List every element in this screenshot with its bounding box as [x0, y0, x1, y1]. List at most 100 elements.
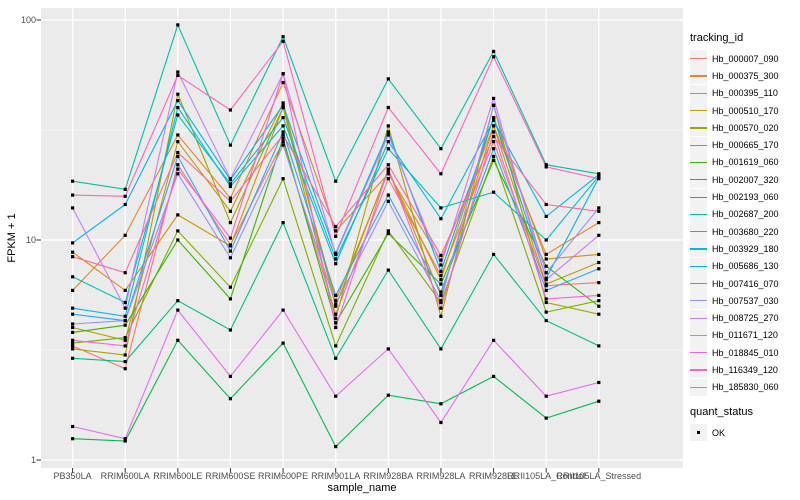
data-point: [386, 347, 390, 351]
data-point: [597, 209, 601, 213]
data-point: [281, 130, 285, 134]
data-point: [176, 172, 180, 176]
legend-item-label: Hb_011671_120: [712, 330, 778, 341]
legend-key-swatch: [690, 378, 707, 396]
data-point: [544, 394, 548, 398]
data-point: [492, 116, 496, 120]
data-point: [71, 193, 75, 197]
data-point: [281, 101, 285, 105]
legend-key-swatch: [690, 326, 707, 344]
data-point: [123, 233, 127, 237]
legend-key-line: [690, 300, 707, 302]
data-point: [281, 116, 285, 120]
data-point: [492, 124, 496, 128]
data-point: [544, 278, 548, 282]
data-point: [176, 154, 180, 158]
data-point: [228, 209, 232, 213]
data-point: [597, 177, 601, 181]
quant-legend-items: OK: [690, 424, 800, 442]
data-point: [281, 103, 285, 107]
data-point: [386, 167, 390, 171]
legend-key-line: [690, 213, 707, 215]
data-point: [492, 154, 496, 158]
legend-key-swatch: [690, 188, 707, 206]
data-point: [597, 206, 601, 210]
legend-key-swatch: [690, 361, 707, 379]
x-tick-label: RRIM600LA: [100, 471, 150, 481]
data-point: [228, 297, 232, 301]
data-point: [439, 278, 443, 282]
data-point: [123, 319, 127, 323]
x-tick-label: RRII105LA_Control: [507, 471, 586, 481]
legend-item-label: Hb_007537_030: [712, 295, 779, 306]
data-point: [281, 105, 285, 110]
data-point: [176, 299, 180, 303]
legend-key-swatch: [690, 119, 707, 137]
x-tick-label: RRIM901LA: [311, 471, 361, 481]
legend-key-swatch: [690, 50, 707, 68]
legend-key-line: [690, 179, 707, 181]
legend-key-swatch: [690, 171, 707, 189]
x-tick-label: RRIM600LE: [153, 471, 203, 481]
y-tick-label: 1: [30, 455, 36, 465]
legend-item: Hb_000395_110: [690, 84, 800, 102]
data-point: [281, 35, 285, 39]
data-point: [386, 393, 390, 397]
data-point: [334, 257, 338, 261]
data-point: [123, 202, 127, 207]
legend-key-swatch: [690, 67, 707, 85]
data-point: [386, 77, 390, 81]
data-point: [123, 323, 127, 327]
data-point: [597, 312, 601, 316]
data-point: [71, 179, 75, 183]
data-point: [439, 258, 443, 262]
data-point: [544, 238, 548, 242]
data-point: [597, 293, 601, 297]
data-point: [334, 445, 338, 449]
data-point: [544, 416, 548, 420]
data-point: [228, 397, 232, 401]
data-point: [334, 252, 338, 256]
data-point: [544, 288, 548, 292]
data-point: [386, 105, 390, 110]
data-point: [123, 360, 127, 364]
x-axis-title: sample_name: [327, 482, 397, 494]
legend-key-line: [690, 369, 707, 371]
legend-item-label: Hb_005686_130: [712, 261, 779, 272]
data-point: [334, 356, 338, 360]
data-point: [71, 250, 75, 254]
legend-item-label: Hb_000375_300: [712, 70, 779, 81]
legend-key-line: [690, 231, 707, 233]
data-point: [71, 288, 75, 292]
quant-item-label: OK: [712, 427, 726, 438]
legend-item-label: Hb_000665_170: [712, 140, 779, 151]
data-point: [176, 73, 180, 77]
legend-key-swatch: [690, 292, 707, 310]
data-point: [334, 234, 338, 238]
data-point: [176, 23, 180, 27]
data-point: [123, 344, 127, 348]
legend-key-swatch: [690, 153, 707, 171]
legend-key-line: [690, 196, 707, 198]
legend-key-line: [690, 386, 707, 388]
data-point: [71, 330, 75, 334]
data-point: [228, 374, 232, 378]
data-point: [597, 380, 601, 385]
data-point: [71, 206, 75, 210]
legend-item-label: Hb_000395_110: [712, 88, 778, 99]
legend-item: Hb_002193_060: [690, 188, 800, 206]
legend-item: Hb_005686_130: [690, 257, 800, 275]
legend-item-label: Hb_000570_020: [712, 122, 779, 133]
data-point: [71, 306, 75, 310]
legend: tracking_id Hb_000007_090 Hb_000375_300 Hb…: [690, 32, 800, 442]
data-point: [386, 130, 390, 134]
data-point: [123, 300, 127, 305]
data-point: [176, 140, 180, 144]
legend-key-line: [690, 352, 707, 354]
data-point: [386, 172, 390, 176]
data-point: [228, 236, 232, 240]
data-point: [544, 319, 548, 323]
data-point: [334, 262, 338, 266]
quant-legend-title: quant_status: [690, 405, 753, 418]
